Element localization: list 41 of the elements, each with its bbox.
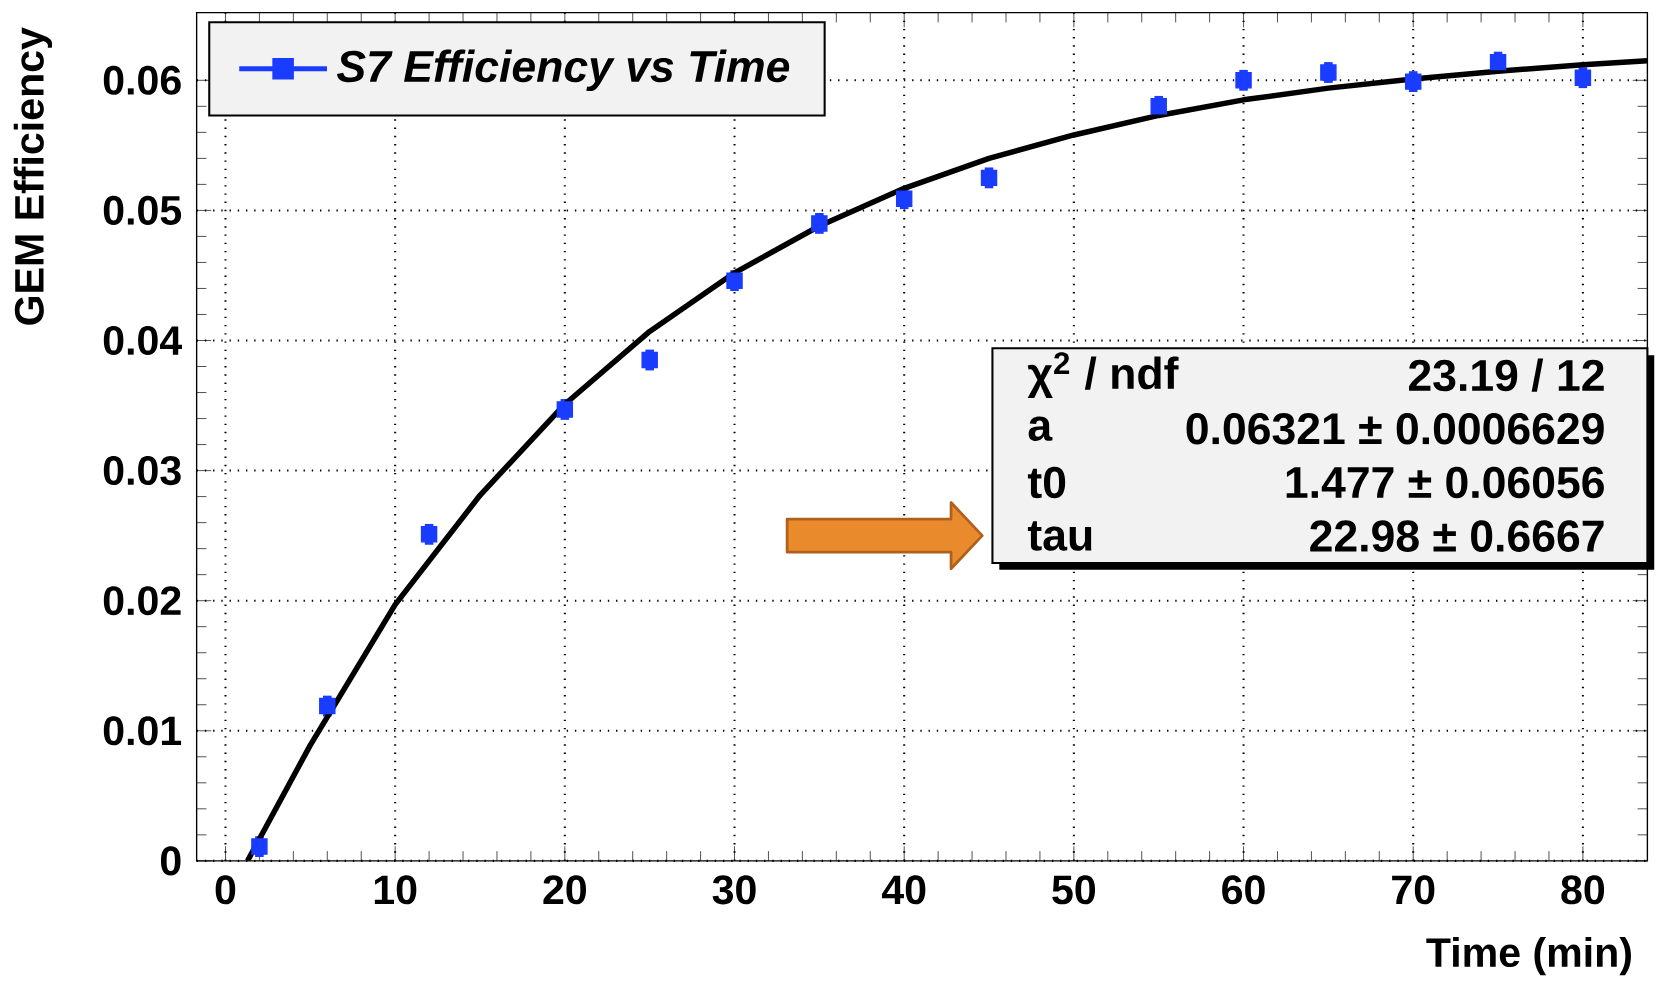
x-tick-label: 50 — [1052, 875, 1096, 905]
x-tick-label: 40 — [881, 875, 926, 905]
point — [811, 215, 828, 232]
y-tick-label: 0.02 — [103, 586, 181, 616]
annotation: a — [1028, 416, 1053, 442]
point — [641, 351, 658, 369]
annotation: χ$^{2}$ / ndf — [1027, 352, 1179, 399]
point — [1235, 72, 1252, 89]
y-tick-label: 0.03 — [103, 456, 181, 486]
point — [251, 838, 268, 855]
x-tick-label: 0 — [215, 875, 236, 905]
point — [726, 272, 743, 289]
x-axis-title: Time (min) — [1426, 936, 1631, 976]
point — [1150, 98, 1167, 115]
annotation: t0 — [1027, 466, 1066, 499]
legend-label: S7 Efficiency vs Time — [336, 49, 790, 92]
annotation: 1.477 ± 0.06056 — [1286, 466, 1604, 499]
x-tick-label: 10 — [374, 875, 417, 905]
y-tick-label: 0.04 — [103, 325, 182, 356]
annotation: tau — [1027, 521, 1092, 551]
annotation: 22.98 ± 0.6667 — [1310, 520, 1604, 552]
point — [1489, 53, 1507, 71]
x-tick-label: 80 — [1561, 875, 1605, 905]
point — [319, 697, 336, 715]
y-tick-label: 0.06 — [103, 65, 181, 95]
y-axis-title: GEM Efficiency — [13, 27, 53, 325]
point — [420, 526, 438, 543]
y-tick-label: 0.05 — [103, 195, 182, 225]
point — [1405, 73, 1422, 90]
point — [1320, 64, 1337, 81]
point — [556, 401, 574, 418]
x-tick-label: 30 — [712, 875, 756, 905]
point — [980, 169, 998, 187]
annotation: 0.06321 ± 0.0006629 — [1186, 413, 1604, 445]
y-tick-label: 0.01 — [103, 716, 182, 746]
x-tick-label: 60 — [1222, 875, 1265, 905]
annotation: 23.19 / 12 — [1408, 358, 1604, 392]
x-tick-label: 70 — [1392, 875, 1435, 905]
x-tick-label: 20 — [543, 875, 586, 905]
point — [1574, 69, 1592, 86]
y-tick-label: 0 — [160, 846, 181, 876]
